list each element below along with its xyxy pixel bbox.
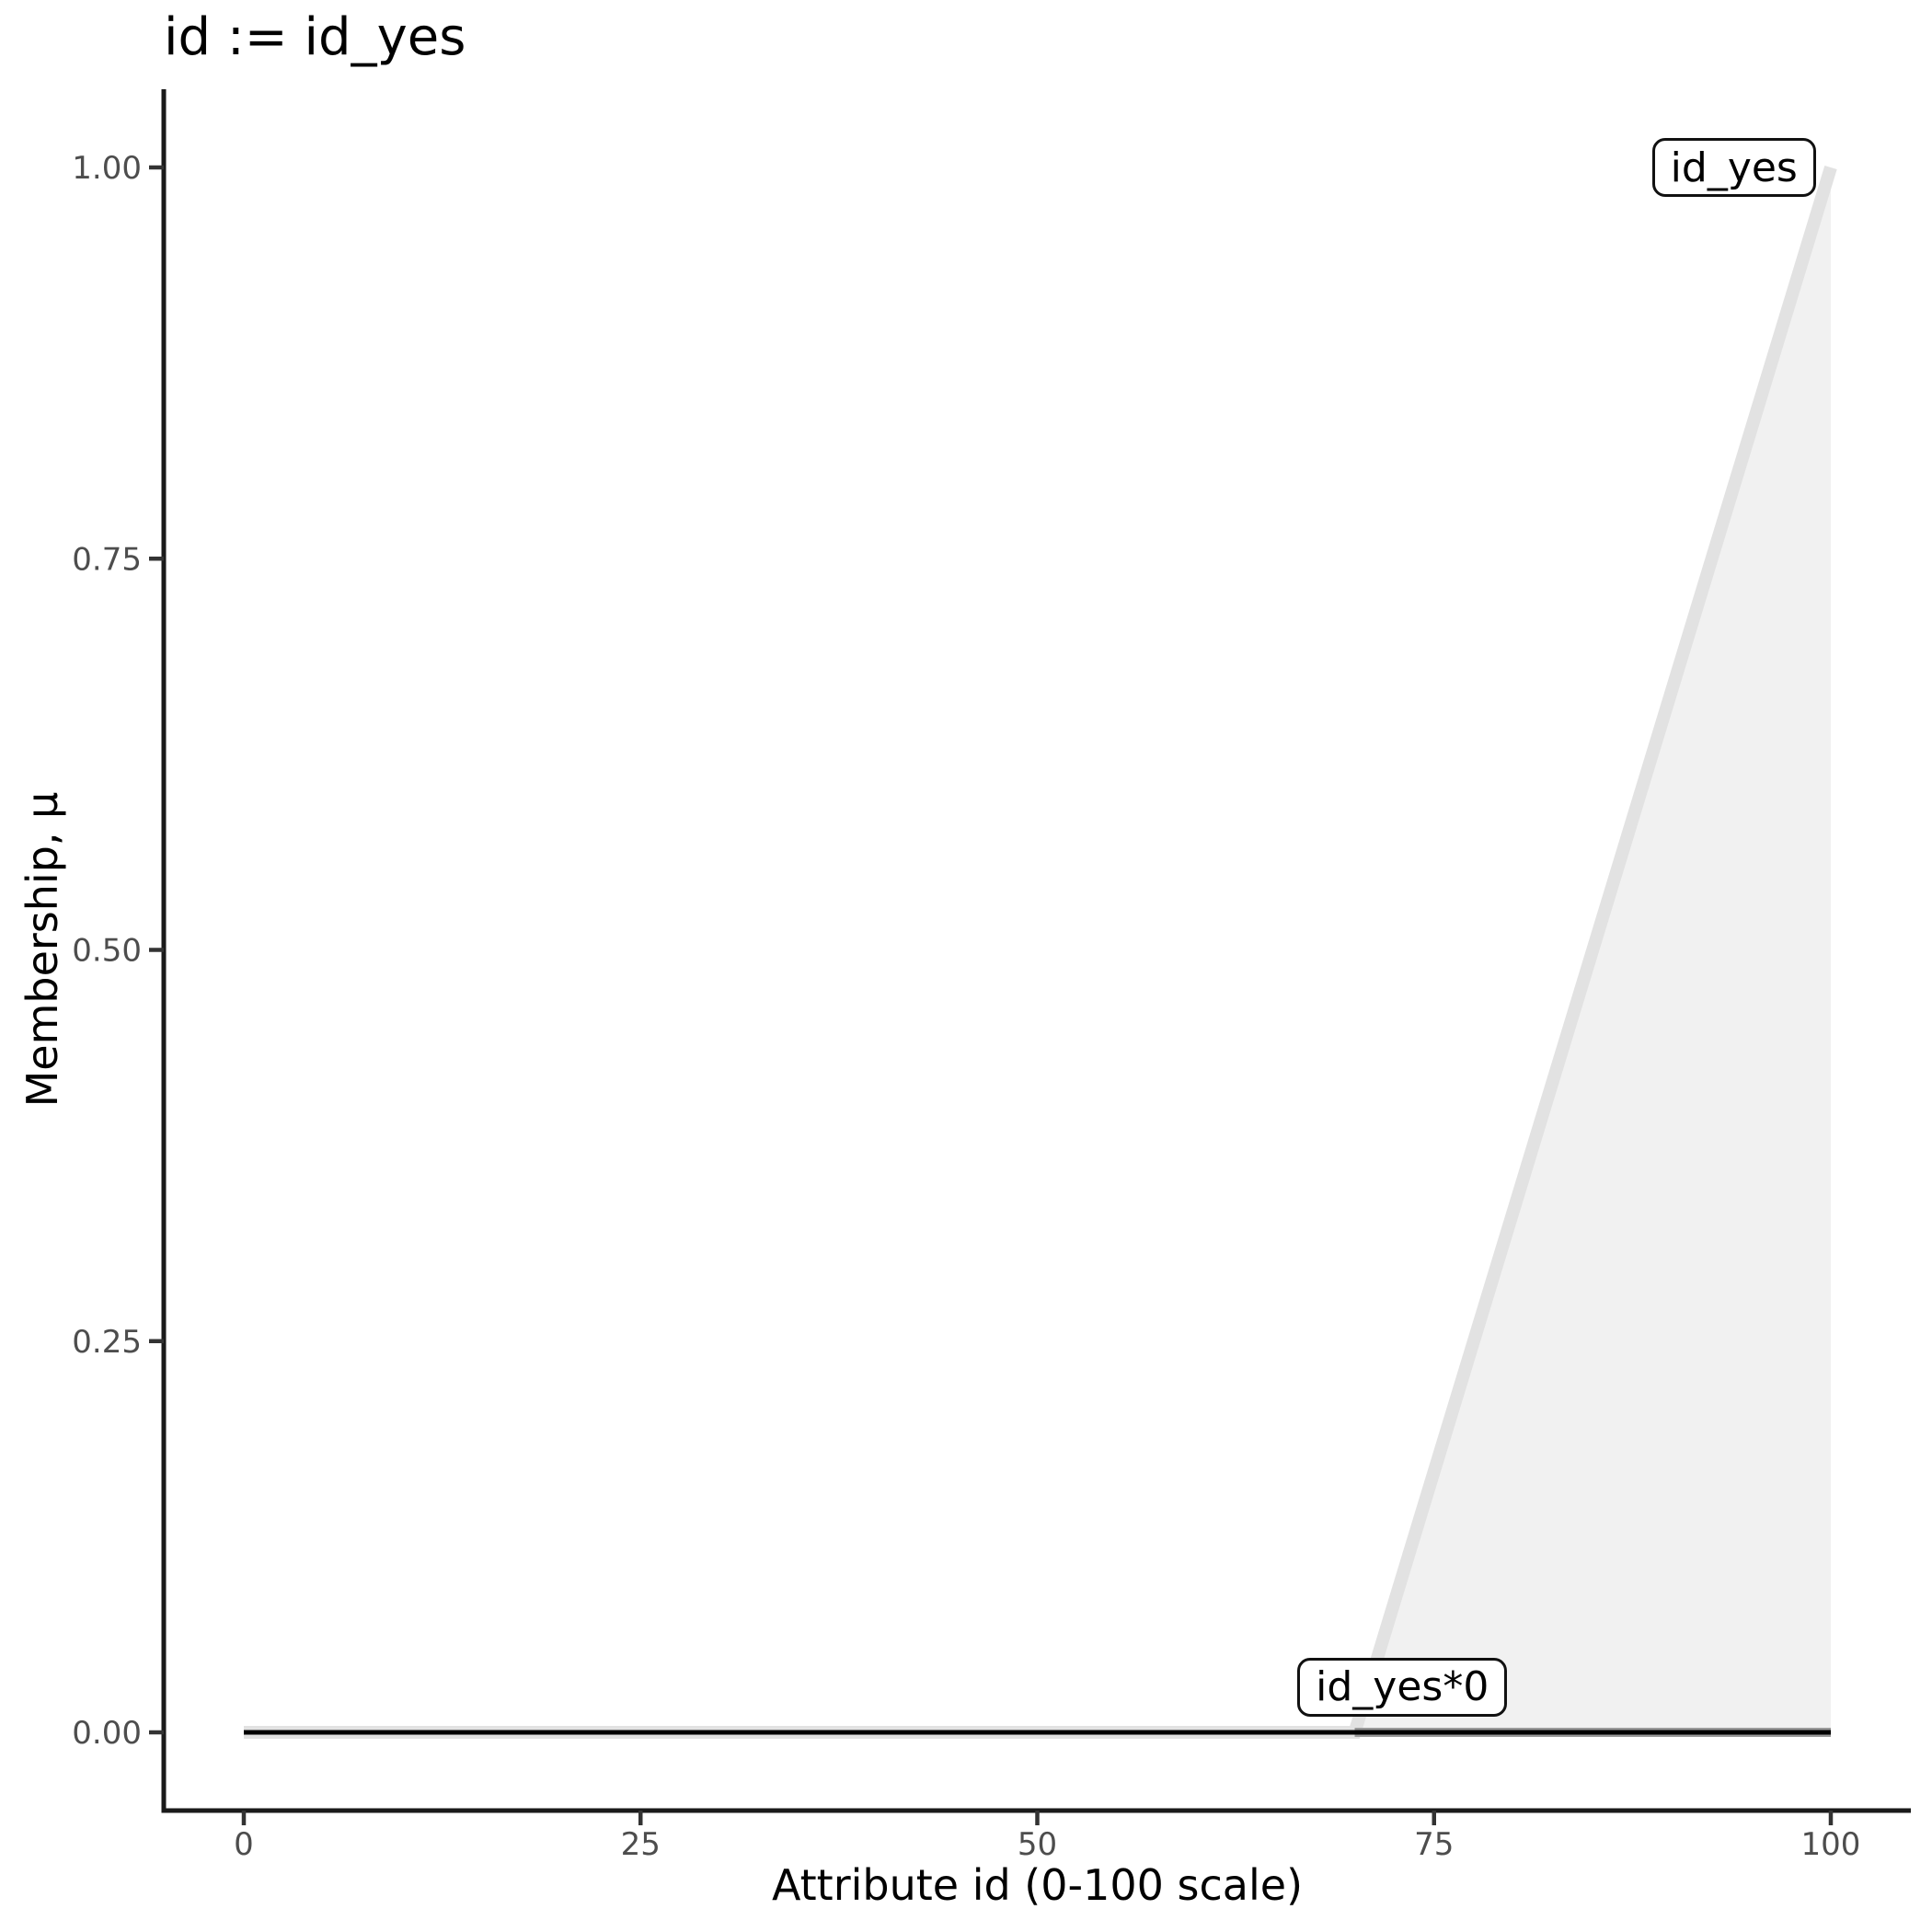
x-tick-label: 0 [234, 1826, 254, 1863]
annotation-id_yes: id_yes [1651, 138, 1816, 197]
annotation-id_yes0: id_yes*0 [1297, 1657, 1508, 1717]
y-tick-label: 0.75 [72, 541, 142, 578]
y-tick-label: 0.00 [72, 1715, 142, 1752]
x-axis-title: Attribute id (0-100 scale) [771, 1860, 1304, 1910]
y-tick-label: 1.00 [72, 150, 142, 187]
x-tick-label: 25 [621, 1826, 661, 1863]
x-tick-label: 75 [1414, 1826, 1454, 1863]
y-tick-label: 0.25 [72, 1324, 142, 1361]
y-tick-label: 0.50 [72, 933, 142, 970]
x-tick-label: 100 [1801, 1826, 1861, 1863]
plot-title: id := id_yes [164, 7, 466, 67]
x-tick-label: 50 [1018, 1826, 1057, 1863]
